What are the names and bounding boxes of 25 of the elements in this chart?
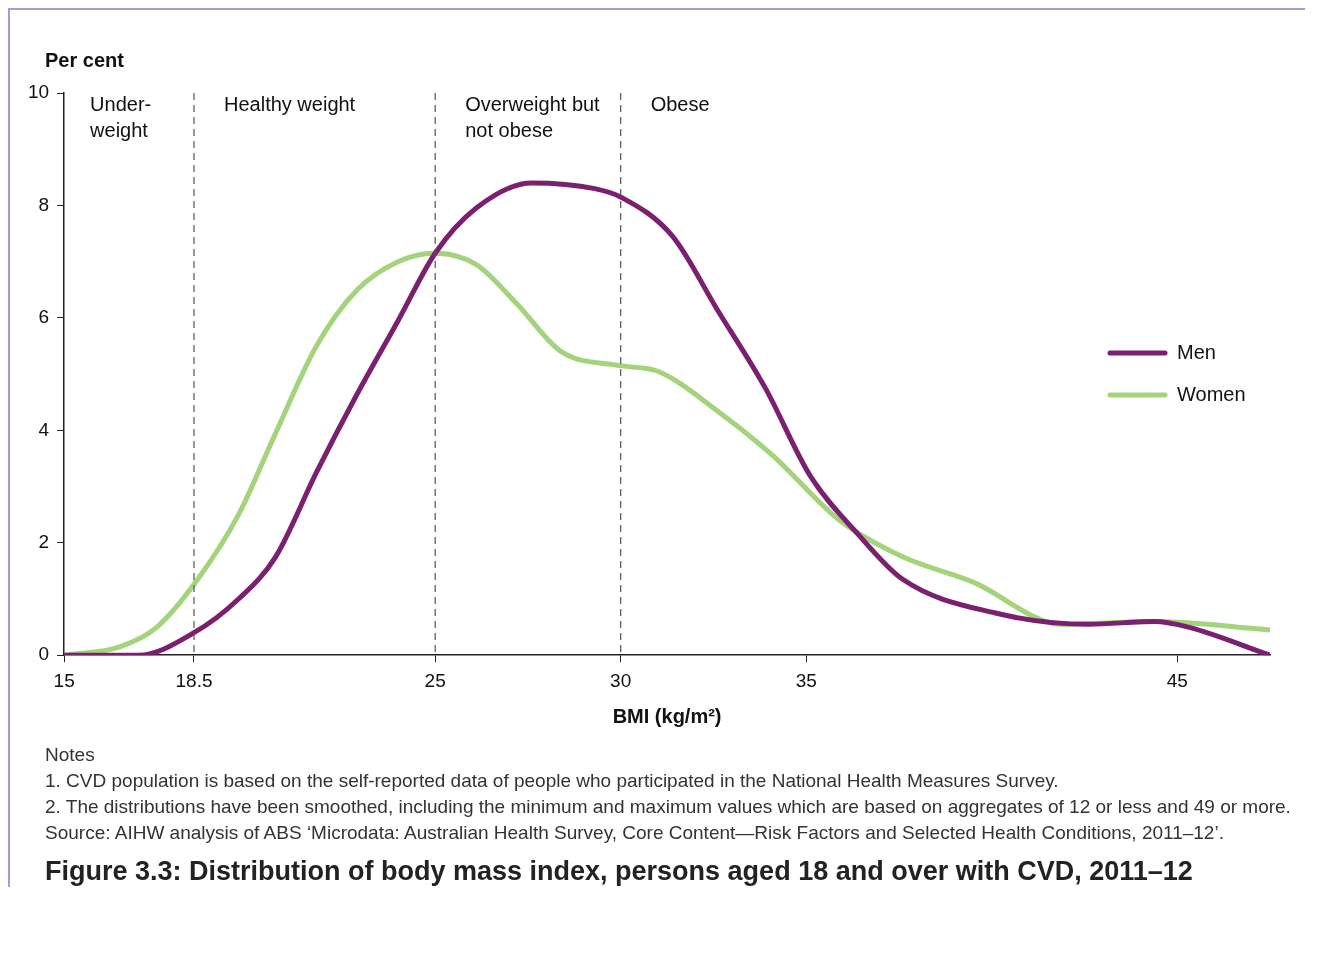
y-tick-label: 6 — [38, 306, 50, 328]
annotation: Obese — [650, 92, 710, 115]
y-tick-label: 10 — [27, 81, 50, 103]
x-tick-label: 18.5 — [175, 669, 213, 691]
text: 1. CVD population is based on the self-reported data of people who participated in the National Health Measures Survey. — [45, 769, 1060, 793]
y-tick-label: 2 — [38, 530, 50, 552]
legend-label: Women — [1177, 382, 1246, 405]
text: Figure 3.3: Distribution of body mass index, persons aged 18 and over with CVD, 2011–12 — [45, 856, 1194, 887]
y-tick-label: 8 — [38, 193, 50, 215]
text: Notes — [45, 743, 96, 767]
annotation: Overweight but not obese — [465, 92, 601, 141]
x-axis-title: BMI (kg/m²) — [612, 704, 722, 727]
x-tick-label: 45 — [1166, 669, 1188, 691]
x-tick-label: 25 — [424, 669, 446, 691]
x-tick-label: 35 — [795, 669, 817, 691]
annotation: Under-weight — [89, 92, 152, 141]
y-tick-label: 4 — [38, 418, 50, 440]
x-tick-label: 30 — [610, 669, 632, 691]
y-tick-label: 0 — [38, 643, 50, 665]
y-axis-title: Per cent — [45, 48, 125, 71]
legend-label: Men — [1177, 340, 1216, 363]
x-tick-label: 15 — [53, 669, 75, 691]
annotation: Healthy weight — [224, 92, 356, 115]
source-note: Source: AIHW analysis of ABS ‘Microdata: Australian Health Survey, Core Content—Risk Factors and Selected Health Conditions, 2011–12’. — [45, 821, 1225, 845]
text: 2. The distributions have been smoothed, including the minimum and maximum values which are based on aggregates of 12 or less and 49 or more. — [45, 795, 1292, 819]
